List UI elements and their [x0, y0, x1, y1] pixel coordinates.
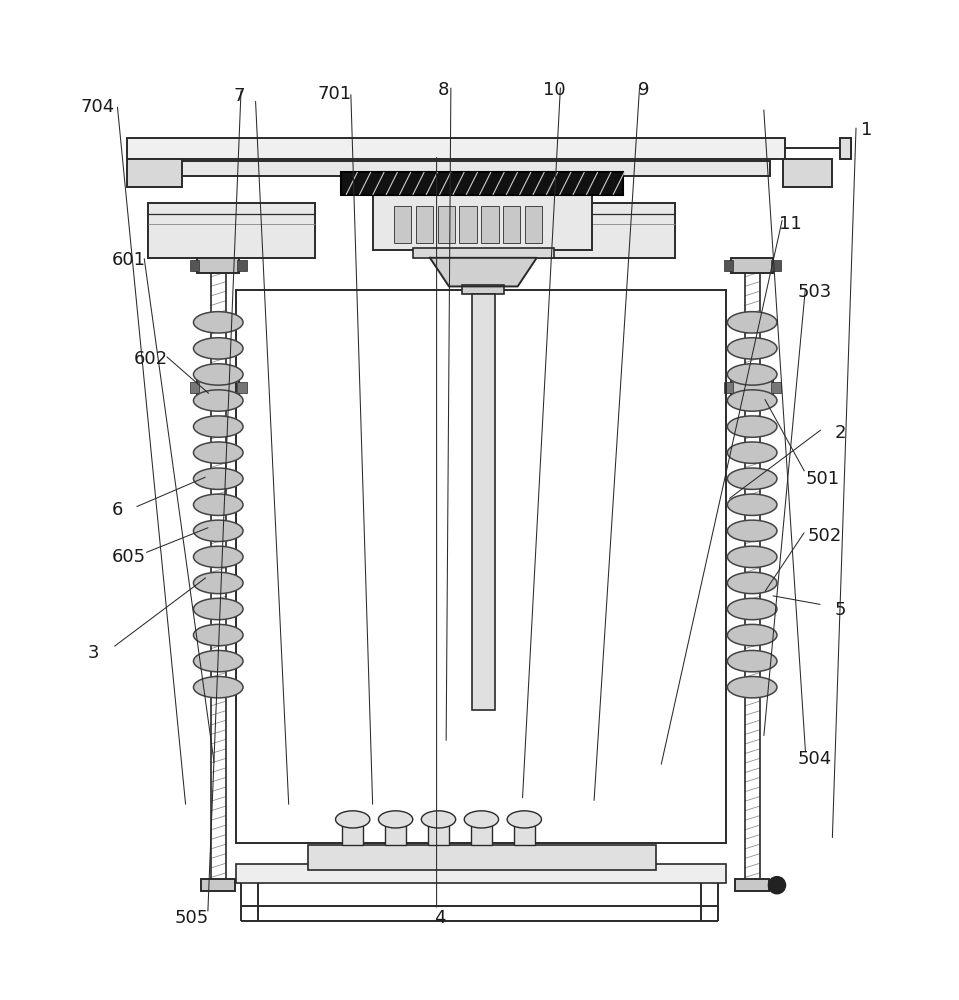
Bar — [508, 203, 675, 258]
Ellipse shape — [727, 312, 777, 333]
Text: 605: 605 — [111, 548, 146, 566]
Bar — [428, 824, 449, 845]
Ellipse shape — [194, 390, 243, 411]
Bar — [190, 260, 199, 271]
Ellipse shape — [727, 390, 777, 411]
Bar — [481, 206, 499, 243]
Text: 5: 5 — [834, 601, 846, 619]
Bar — [342, 824, 363, 845]
Ellipse shape — [194, 442, 243, 463]
Ellipse shape — [194, 312, 243, 333]
Bar — [514, 824, 535, 845]
Text: 11: 11 — [779, 215, 802, 233]
Bar — [731, 258, 773, 273]
Text: 602: 602 — [133, 350, 168, 368]
Text: 3: 3 — [87, 644, 99, 662]
Circle shape — [768, 877, 785, 894]
Ellipse shape — [727, 677, 777, 698]
Ellipse shape — [194, 416, 243, 437]
Bar — [462, 285, 504, 294]
Text: 503: 503 — [798, 283, 832, 301]
Bar — [198, 380, 239, 395]
Text: 7: 7 — [233, 87, 245, 105]
Bar — [190, 382, 199, 393]
Text: 601: 601 — [111, 251, 146, 269]
Bar — [771, 382, 781, 393]
Ellipse shape — [194, 468, 243, 489]
Bar — [735, 879, 769, 891]
Ellipse shape — [727, 494, 777, 515]
Bar — [373, 195, 592, 250]
Bar — [394, 206, 410, 243]
Bar — [412, 248, 554, 258]
Bar — [127, 138, 784, 159]
Bar — [840, 138, 852, 159]
Ellipse shape — [421, 811, 456, 828]
Bar — [127, 159, 182, 187]
Bar — [724, 260, 733, 271]
Text: 8: 8 — [437, 81, 449, 99]
Bar — [437, 206, 455, 243]
Bar — [771, 260, 781, 271]
Ellipse shape — [194, 572, 243, 594]
Bar — [724, 382, 733, 393]
Ellipse shape — [727, 650, 777, 672]
Bar — [783, 159, 832, 187]
Text: 501: 501 — [806, 470, 840, 488]
Bar — [237, 260, 246, 271]
Bar — [472, 294, 495, 710]
Ellipse shape — [194, 338, 243, 359]
Ellipse shape — [194, 677, 243, 698]
Ellipse shape — [194, 624, 243, 646]
Ellipse shape — [727, 442, 777, 463]
Ellipse shape — [336, 811, 370, 828]
Ellipse shape — [464, 811, 499, 828]
Bar — [198, 258, 239, 273]
Bar — [308, 845, 656, 870]
Text: 10: 10 — [543, 81, 565, 99]
Bar — [415, 206, 433, 243]
Bar — [503, 206, 521, 243]
Polygon shape — [430, 258, 537, 286]
Ellipse shape — [727, 546, 777, 568]
Text: 6: 6 — [111, 501, 123, 519]
Ellipse shape — [194, 364, 243, 385]
Bar — [471, 824, 492, 845]
Text: 2: 2 — [834, 424, 846, 442]
Text: 505: 505 — [175, 909, 209, 927]
Text: 701: 701 — [317, 85, 352, 103]
Bar — [341, 172, 623, 195]
Ellipse shape — [507, 811, 542, 828]
Bar — [236, 290, 726, 843]
Bar — [148, 203, 315, 258]
Ellipse shape — [727, 572, 777, 594]
Ellipse shape — [194, 494, 243, 515]
Bar — [236, 864, 726, 883]
Ellipse shape — [379, 811, 412, 828]
Text: 504: 504 — [798, 750, 832, 768]
Bar — [731, 380, 773, 395]
Ellipse shape — [727, 598, 777, 620]
Ellipse shape — [194, 650, 243, 672]
Bar — [459, 206, 477, 243]
Ellipse shape — [194, 598, 243, 620]
Text: 1: 1 — [861, 121, 873, 139]
Text: 502: 502 — [807, 527, 842, 545]
Ellipse shape — [194, 546, 243, 568]
Text: 704: 704 — [81, 98, 115, 116]
Bar — [526, 206, 543, 243]
Ellipse shape — [727, 520, 777, 542]
Ellipse shape — [727, 364, 777, 385]
Bar — [201, 879, 235, 891]
Text: 9: 9 — [638, 81, 649, 99]
Ellipse shape — [727, 468, 777, 489]
Ellipse shape — [727, 416, 777, 437]
Bar — [237, 382, 246, 393]
Bar — [141, 161, 770, 176]
Ellipse shape — [727, 624, 777, 646]
Ellipse shape — [194, 520, 243, 542]
Text: 4: 4 — [433, 909, 445, 927]
Bar — [386, 824, 406, 845]
Ellipse shape — [727, 338, 777, 359]
